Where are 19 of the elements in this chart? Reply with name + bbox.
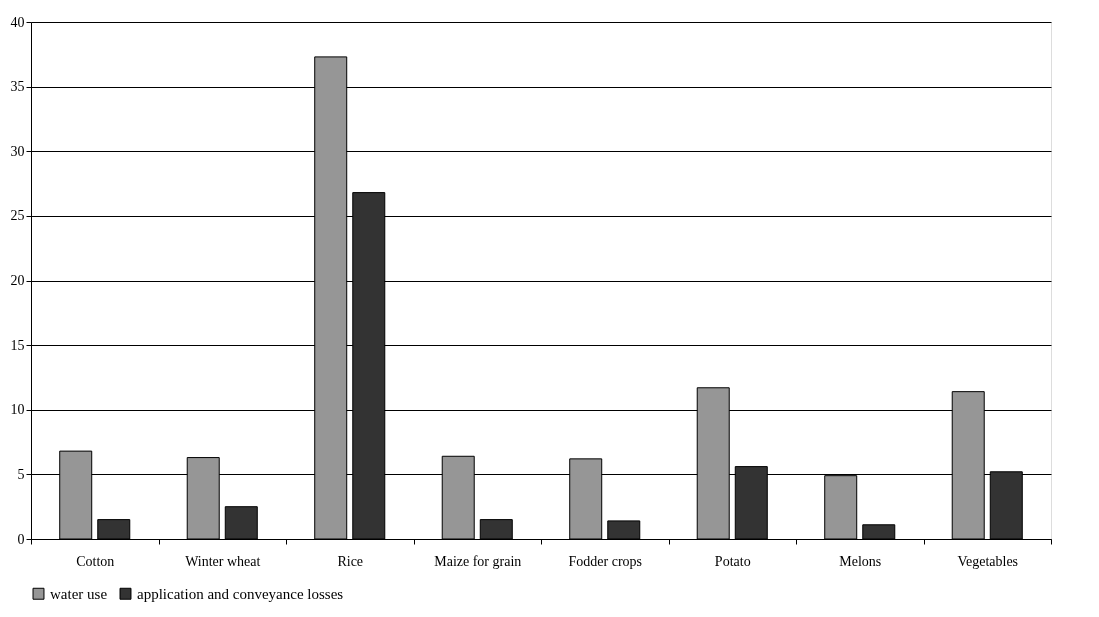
x-tick-label: Vegetables [957, 553, 1019, 569]
x-tick-label: Cotton [76, 553, 115, 569]
y-tick-label: 5 [17, 466, 25, 482]
y-tick-label: 25 [10, 208, 25, 224]
y-tick-label: 0 [17, 531, 25, 547]
x-tick-label: Potato [714, 553, 751, 569]
y-tick-label: 10 [10, 402, 25, 418]
y-tick-label: 20 [10, 273, 25, 288]
x-tick-label: Winter wheat [185, 553, 261, 569]
x-tick-label: Rice [337, 553, 364, 569]
legend-label: water use [50, 585, 108, 602]
x-tick-label: Fodder crops [568, 553, 642, 569]
y-tick-label: 30 [10, 143, 25, 159]
x-tick-label: Melons [839, 553, 882, 569]
legend-label: application and conveyance losses [137, 585, 344, 602]
y-tick-label: 15 [10, 337, 25, 353]
y-tick-label: 40 [10, 14, 25, 30]
y-tick-label: 35 [10, 79, 25, 95]
x-tick-label: Maize for grain [434, 553, 522, 569]
